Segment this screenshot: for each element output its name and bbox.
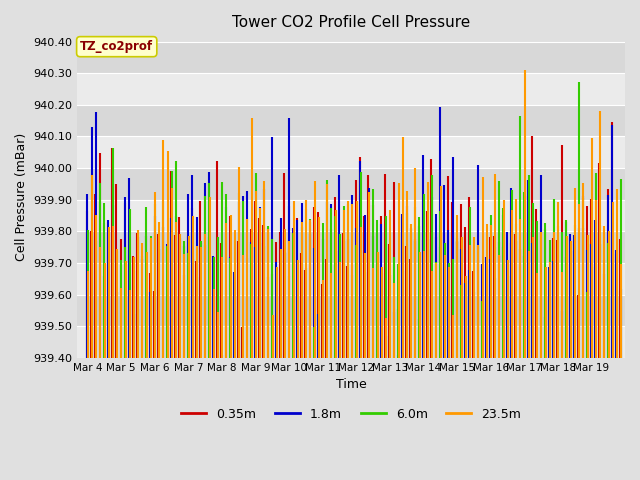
Bar <box>77 263 625 295</box>
Bar <box>77 105 625 136</box>
X-axis label: Time: Time <box>336 378 367 391</box>
Bar <box>77 295 625 326</box>
Bar <box>77 326 625 358</box>
Bar <box>77 231 625 263</box>
Bar <box>77 136 625 168</box>
Y-axis label: Cell Pressure (mBar): Cell Pressure (mBar) <box>15 132 28 261</box>
Legend: 0.35m, 1.8m, 6.0m, 23.5m: 0.35m, 1.8m, 6.0m, 23.5m <box>176 403 526 426</box>
Title: Tower CO2 Profile Cell Pressure: Tower CO2 Profile Cell Pressure <box>232 15 470 30</box>
Bar <box>77 42 625 73</box>
Text: TZ_co2prof: TZ_co2prof <box>80 40 153 53</box>
Bar <box>77 73 625 105</box>
Bar <box>77 200 625 231</box>
Bar <box>77 168 625 200</box>
